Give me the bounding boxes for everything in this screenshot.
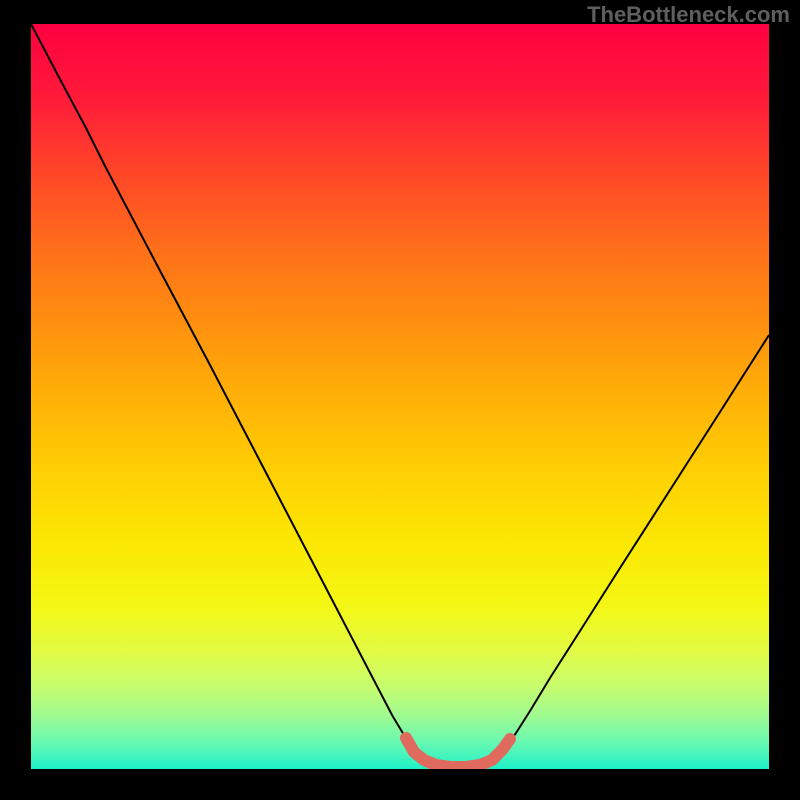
chart-container: TheBottleneck.com bbox=[0, 0, 800, 800]
chart-svg bbox=[0, 0, 800, 800]
gradient-background bbox=[31, 24, 769, 769]
